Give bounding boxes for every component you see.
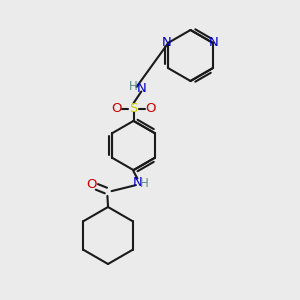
Text: O: O	[112, 102, 122, 115]
Text: H: H	[129, 80, 138, 93]
Text: N: N	[133, 176, 142, 189]
Text: S: S	[129, 102, 138, 115]
Text: N: N	[209, 36, 219, 49]
Text: H: H	[140, 177, 149, 190]
Text: N: N	[162, 36, 172, 49]
Text: O: O	[145, 102, 155, 115]
Text: N: N	[136, 82, 146, 95]
Text: O: O	[86, 178, 97, 191]
